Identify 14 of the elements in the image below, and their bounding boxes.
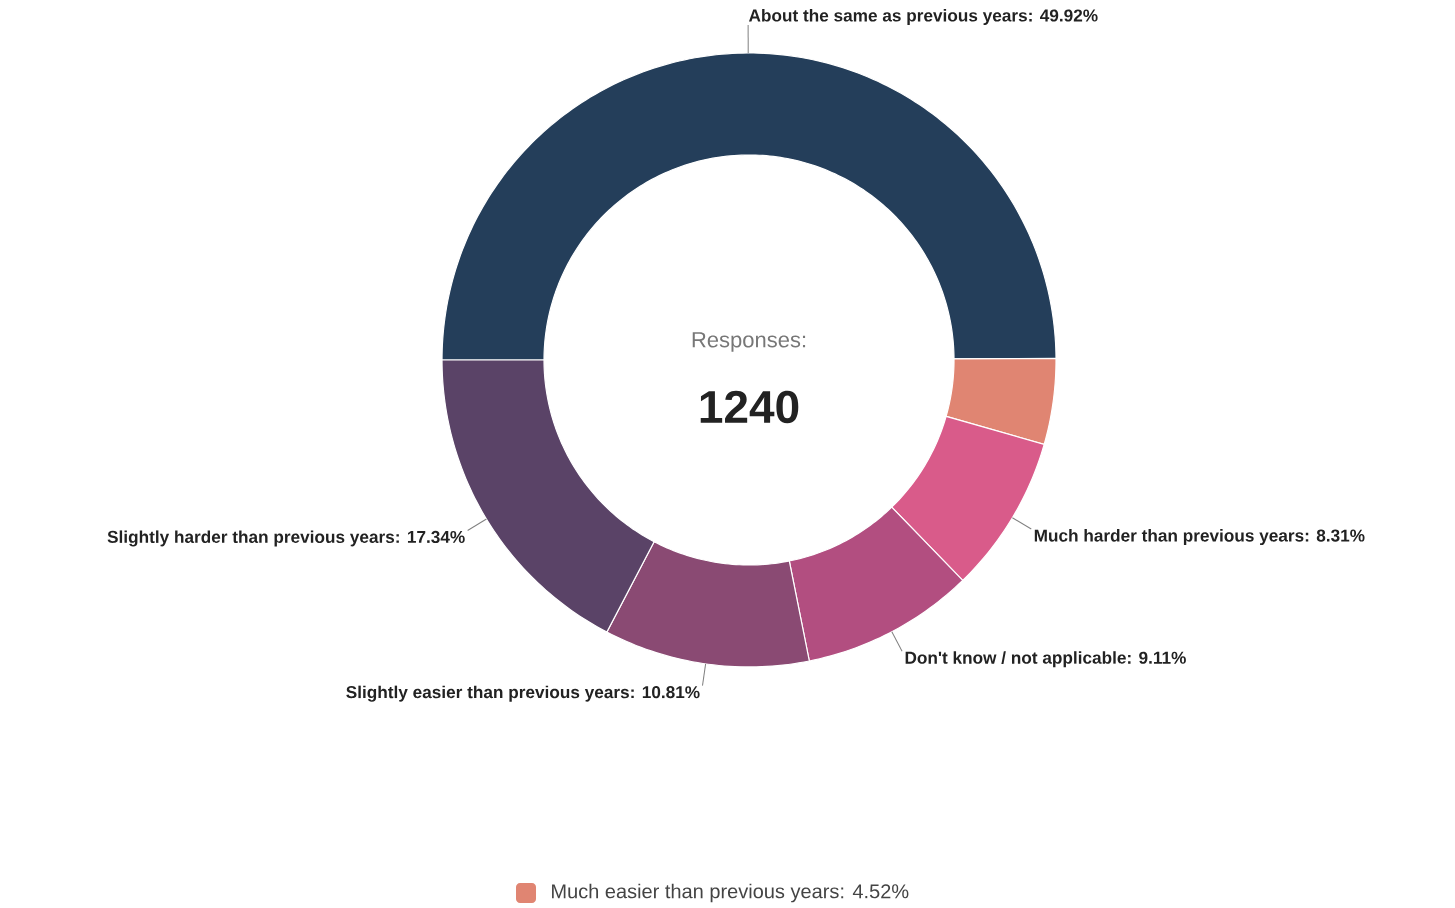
data-label: : 4.52%: [841, 884, 909, 899]
slice-label: Slightly easier than previous years: [346, 685, 629, 702]
slice-label: Much harder than previous years: [1034, 529, 1304, 546]
data-label: : 9.11%: [1128, 651, 1186, 664]
data-label: : 10.81%: [631, 686, 700, 699]
slice-label: About the same as previous years: [748, 8, 1027, 25]
text: 1240: [700, 390, 799, 424]
data-label: : 8.31%: [1305, 529, 1365, 542]
legend-label: Much easier than previous years: [552, 883, 839, 903]
data-label: : 49.92%: [1029, 9, 1098, 22]
data-label: : 17.34%: [396, 530, 465, 544]
slice-label: Don't know / not applicable: [905, 651, 1126, 668]
slice-label: Slightly harder than previous years: [107, 530, 395, 547]
text: Responses:: [692, 332, 806, 352]
